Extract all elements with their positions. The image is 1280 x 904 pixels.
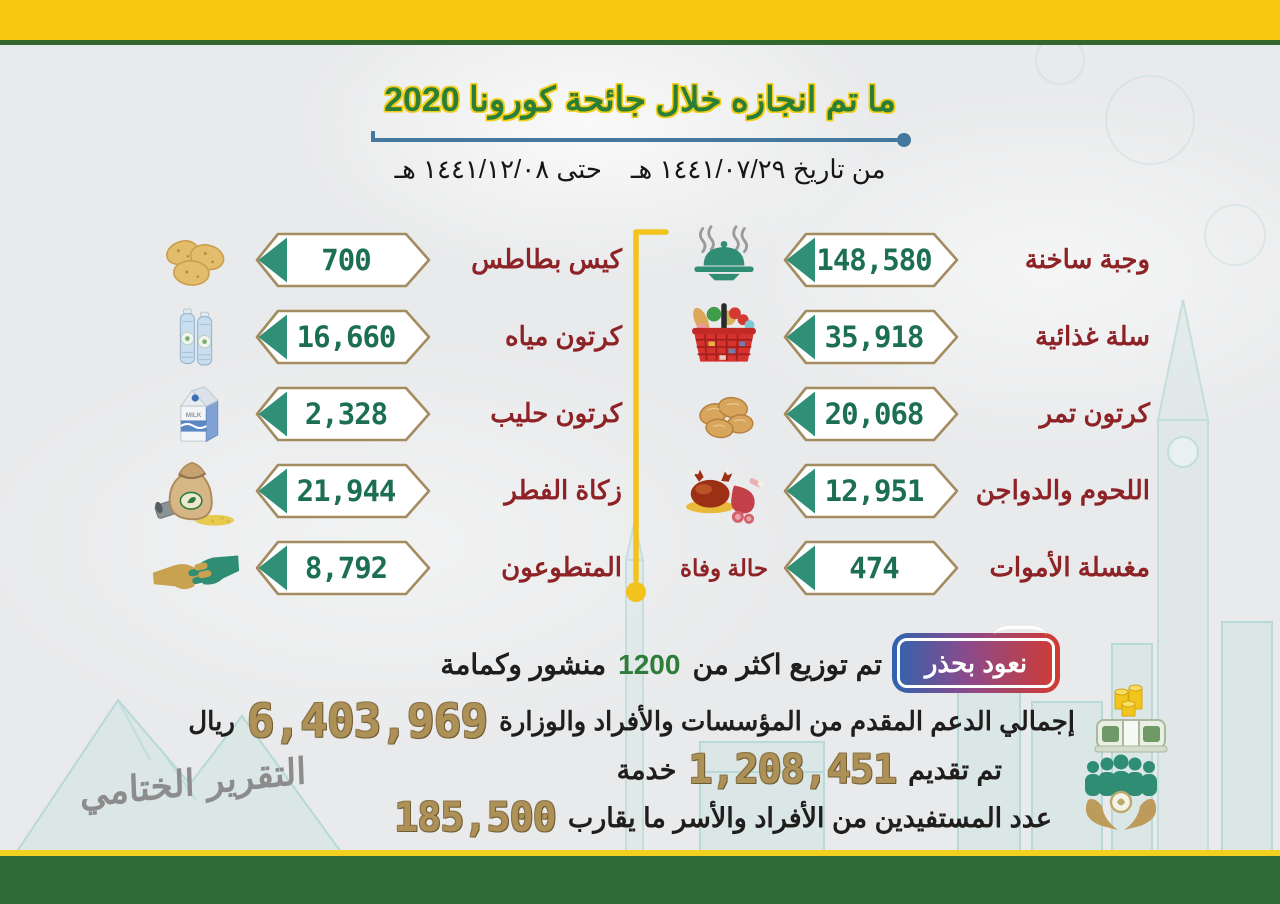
hot-meal-icon bbox=[678, 221, 770, 299]
total-support-text: إجمالي الدعم المقدم من المؤسسات والأفراد… bbox=[499, 705, 1075, 736]
milk-carton-icon: MILK bbox=[150, 375, 242, 453]
beneficiaries-icon bbox=[1076, 750, 1166, 843]
stat-value: 35,918 bbox=[824, 320, 925, 354]
total-support-number: 6,403,969 bbox=[246, 694, 488, 748]
stat-value: 474 bbox=[849, 551, 899, 585]
stat-value: 2,328 bbox=[304, 397, 388, 431]
top-green-line bbox=[0, 40, 1280, 45]
final-report-calligraphy: التقرير الختامي bbox=[79, 750, 307, 816]
stat-value: 21,944 bbox=[296, 474, 397, 508]
services-line: تم تقديم 1,208,451 خدمة bbox=[617, 750, 1002, 790]
stat-value-badge: 12,951 bbox=[782, 462, 960, 520]
death-case-note: حالة وفاة bbox=[678, 529, 770, 607]
water-bottles-icon bbox=[150, 298, 242, 376]
handshake-icon bbox=[150, 529, 242, 607]
distribution-prefix: تم توزيع اكثر من bbox=[692, 649, 882, 680]
services-prefix: تم تقديم bbox=[908, 754, 1002, 785]
stat-label: كرتون تمر bbox=[1039, 398, 1150, 429]
distribution-number: 1200 bbox=[618, 648, 681, 680]
stat-value: 16,660 bbox=[296, 320, 397, 354]
stat-label: المتطوعون bbox=[501, 552, 622, 583]
stat-row-mortuary: مغسلة الأموات 474 حالة وفاة bbox=[665, 539, 1150, 597]
stat-value-badge: 474 bbox=[782, 539, 960, 597]
services-suffix: خدمة bbox=[616, 754, 677, 785]
stat-row-volunteers: المتطوعون 8,792 bbox=[140, 539, 622, 597]
title-underline-rule bbox=[371, 131, 911, 147]
grain-sack-icon bbox=[150, 452, 242, 530]
stat-row-meat-poultry: اللحوم والدواجن 12,951 bbox=[665, 462, 1150, 524]
page-title: ما تم انجازه خلال جائحة كورونا 2020 bbox=[384, 81, 896, 119]
beneficiaries-number: 185,500 bbox=[394, 795, 557, 841]
svg-text:MILK: MILK bbox=[186, 412, 202, 419]
stat-value: 8,792 bbox=[304, 551, 388, 585]
services-number: 1,208,451 bbox=[688, 747, 897, 793]
top-yellow-bar bbox=[0, 0, 1280, 40]
stat-value-badge: 16,660 bbox=[254, 308, 432, 366]
potatoes-icon bbox=[150, 221, 242, 299]
total-support-line: إجمالي الدعم المقدم من المؤسسات والأفراد… bbox=[188, 698, 1075, 744]
stat-value-badge: 2,328 bbox=[254, 385, 432, 443]
return-with-caution-badge: نعود بحذر bbox=[892, 626, 1060, 693]
beneficiaries-text: عدد المستفيدين من الأفراد والأسر ما يقار… bbox=[567, 802, 1052, 833]
stats-column-left: كيس بطاطس 700 bbox=[140, 231, 622, 597]
date-range: من تاريخ ١٤٤١/٠٧/٢٩ هـ حتى ١٤٤١/١٢/٠٨ هـ bbox=[394, 154, 886, 184]
stat-value-badge: 148,580 bbox=[782, 231, 960, 289]
stat-value-badge: 8,792 bbox=[254, 539, 432, 597]
stat-value: 700 bbox=[321, 243, 371, 277]
dates-icon bbox=[678, 375, 770, 453]
death-case-label: حالة وفاة bbox=[679, 554, 769, 581]
stat-row-zakat-fitr: زكاة الفطر 21,944 bbox=[140, 461, 622, 526]
food-basket-icon bbox=[678, 298, 770, 376]
stat-value-badge: 700 bbox=[254, 231, 432, 289]
stat-label: كرتون حليب bbox=[490, 398, 622, 429]
stat-label: سلة غذائية bbox=[1034, 321, 1150, 352]
stat-value: 12,951 bbox=[824, 474, 925, 508]
stat-value: 20,068 bbox=[824, 397, 925, 431]
stat-label: كيس بطاطس bbox=[471, 244, 622, 275]
total-support-unit: ريال bbox=[188, 705, 235, 736]
distribution-line: تم توزيع اكثر من 1200 منشور وكمامة bbox=[440, 648, 882, 681]
stat-label: وجبة ساخنة bbox=[1024, 244, 1150, 275]
meat-poultry-icon bbox=[678, 452, 770, 530]
stat-value: 148,580 bbox=[816, 243, 932, 277]
stat-row-potato-bags: كيس بطاطس 700 bbox=[140, 231, 622, 289]
distribution-suffix: منشور وكمامة bbox=[440, 649, 607, 680]
beneficiaries-line: عدد المستفيدين من الأفراد والأسر ما يقار… bbox=[394, 798, 1052, 838]
bottom-green-bar bbox=[0, 856, 1280, 904]
stat-value-badge: 21,944 bbox=[254, 462, 432, 520]
stat-value-badge: 35,918 bbox=[782, 308, 960, 366]
stat-row-water-cartons: كرتون مياه 16,660 bbox=[140, 308, 622, 366]
stat-label: كرتون مياه bbox=[504, 321, 622, 352]
stat-value-badge: 20,068 bbox=[782, 385, 960, 443]
stats-column-right: وجبة ساخنة 148,580 سلة غذائي bbox=[665, 225, 1150, 597]
stat-row-hot-meals: وجبة ساخنة 148,580 bbox=[665, 225, 1150, 289]
stat-row-milk-cartons: كرتون حليب 2,328 MILK bbox=[140, 385, 622, 443]
stat-row-food-baskets: سلة غذائية 35,918 bbox=[665, 303, 1150, 366]
stat-label: مغسلة الأموات bbox=[989, 552, 1150, 583]
stat-label: زكاة الفطر bbox=[504, 475, 622, 506]
stat-row-dates-cartons: كرتون تمر 20,068 bbox=[665, 385, 1150, 443]
stat-label: اللحوم والدواجن bbox=[975, 475, 1150, 506]
return-badge-label: نعود بحذر bbox=[924, 647, 1028, 678]
